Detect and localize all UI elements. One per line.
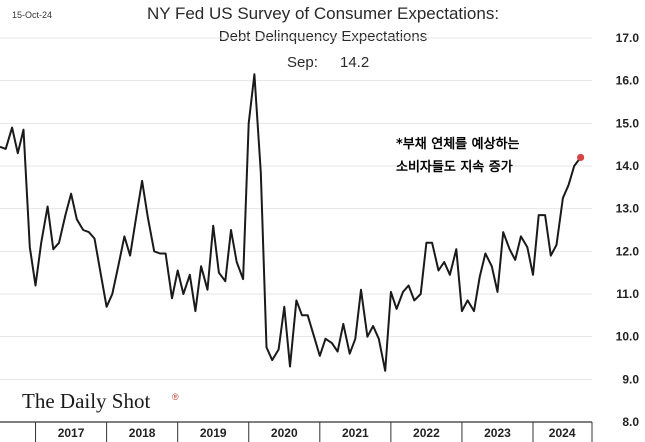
- brand-text: The Daily Shot: [22, 389, 150, 413]
- y-tick-label: 8.0: [622, 415, 639, 429]
- series-line: [0, 73, 582, 372]
- y-tick-label: 9.0: [622, 372, 639, 386]
- x-tick-label: 2017: [58, 426, 85, 440]
- x-tick-label: 2020: [271, 426, 298, 440]
- series-layer: [0, 73, 585, 372]
- x-tick-label: 2023: [484, 426, 511, 440]
- y-axis-ticks: 17.0 16.0 15.0 14.0 13.0 12.0 11.0 10.0 9.0 8.0: [616, 31, 640, 429]
- y-tick-label: 16.0: [616, 74, 640, 88]
- annotation-line-1: *부채 연체를 예상하는: [396, 136, 520, 152]
- latest-label: Sep:: [287, 54, 318, 71]
- date-stamp: 15-Oct-24: [12, 10, 52, 20]
- chart-subtitle: Debt Delinquency Expectations: [219, 28, 427, 45]
- y-tick-label: 12.0: [616, 244, 640, 258]
- x-tick-label: 2018: [129, 426, 156, 440]
- x-tick-label: 2021: [342, 426, 369, 440]
- brand-mark: ®: [172, 392, 179, 402]
- y-tick-label: 11.0: [616, 287, 639, 301]
- x-tick-label: 2019: [200, 426, 227, 440]
- annotation-line-2: 소비자들도 지속 증가: [396, 160, 513, 175]
- y-tick-label: 13.0: [616, 202, 640, 216]
- latest-value: 14.2: [340, 54, 369, 71]
- x-tick-label: 2022: [413, 426, 440, 440]
- brand-logo: The Daily Shot ®: [22, 389, 179, 413]
- x-axis: 2017 2018 2019 2020 2021 2022 2023 2024: [0, 421, 593, 442]
- y-tick-label: 17.0: [616, 31, 640, 45]
- y-tick-label: 10.0: [616, 330, 640, 344]
- gridlines: [0, 37, 592, 380]
- latest-point-marker: [577, 153, 585, 162]
- y-tick-label: 15.0: [616, 116, 640, 130]
- x-tick-label: 2024: [549, 426, 576, 440]
- chart-title: NY Fed US Survey of Consumer Expectation…: [147, 4, 499, 23]
- y-tick-label: 14.0: [616, 159, 640, 173]
